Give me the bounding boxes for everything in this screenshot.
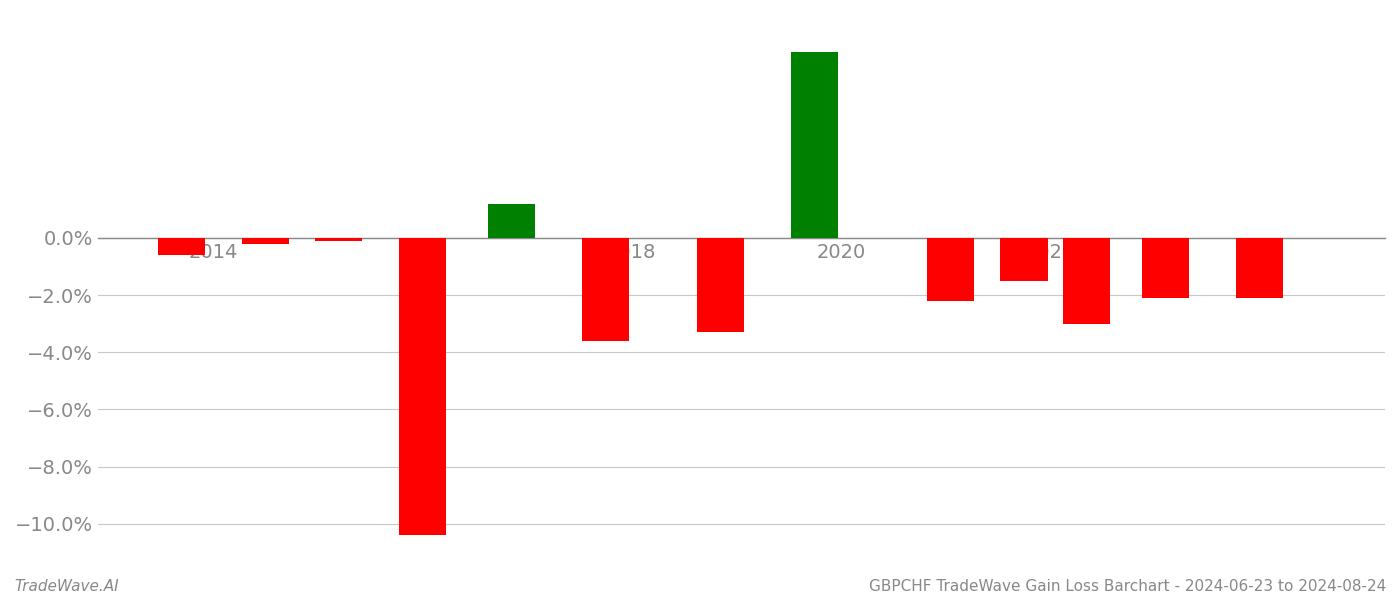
Bar	[242, 238, 288, 244]
Bar	[158, 238, 206, 255]
Text: TradeWave.AI: TradeWave.AI	[14, 579, 119, 594]
Bar	[315, 238, 363, 241]
Bar	[1142, 238, 1189, 298]
Bar	[487, 203, 535, 238]
Text: GBPCHF TradeWave Gain Loss Barchart - 2024-06-23 to 2024-08-24: GBPCHF TradeWave Gain Loss Barchart - 20…	[869, 579, 1386, 594]
Bar	[927, 238, 974, 301]
Bar	[1001, 238, 1047, 281]
Bar	[399, 238, 445, 535]
Bar	[1236, 238, 1282, 298]
Bar	[582, 238, 629, 341]
Bar	[697, 238, 745, 332]
Bar	[791, 52, 839, 238]
Bar	[1063, 238, 1110, 324]
